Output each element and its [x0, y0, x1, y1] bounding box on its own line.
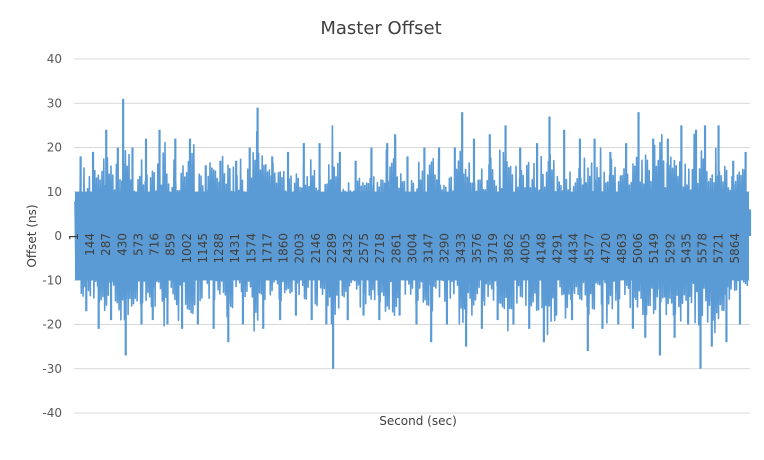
x-tick-label: 1574: [244, 233, 258, 264]
series-area: [74, 98, 752, 369]
x-tick-label: 2861: [389, 233, 403, 264]
y-tick-label: -40: [42, 406, 62, 420]
y-axis-title: Offset (ns): [25, 204, 39, 267]
x-tick-label: 3433: [454, 233, 468, 264]
x-tick-label: 5435: [679, 233, 693, 264]
y-tick-label: -10: [42, 273, 62, 287]
x-tick-label: 4577: [583, 233, 597, 264]
x-tick-label: 2575: [357, 233, 371, 264]
x-tick-label: 1717: [260, 233, 274, 264]
x-tick-label: 430: [115, 233, 129, 256]
x-axis-ticks: 1 144 287 430 573 716 859 1002 1145 1288 1431 1574 1…: [67, 233, 742, 264]
x-tick-label: 716: [148, 233, 162, 256]
x-tick-label: 4434: [567, 233, 581, 264]
x-tick-label: 1145: [196, 233, 210, 264]
x-tick-label: 4291: [551, 233, 565, 264]
chart-title: Master Offset: [320, 18, 441, 39]
x-tick-label: 1002: [180, 233, 194, 264]
x-tick-label: 3719: [486, 233, 500, 264]
x-tick-label: 3147: [422, 233, 436, 264]
x-tick-label: 4005: [518, 233, 532, 264]
x-tick-label: 1860: [277, 233, 291, 264]
y-tick-label: 20: [47, 141, 62, 155]
x-tick-label: 859: [164, 233, 178, 256]
x-tick-label: 3290: [438, 233, 452, 264]
y-tick-label: 40: [47, 52, 62, 66]
x-tick-label: 5578: [696, 233, 710, 264]
x-tick-label: 3576: [470, 233, 484, 264]
x-tick-label: 5721: [712, 233, 726, 264]
x-tick-label: 287: [99, 233, 113, 256]
x-tick-label: 1: [67, 233, 81, 241]
x-tick-label: 2718: [373, 233, 387, 264]
x-tick-label: 5006: [631, 233, 645, 264]
x-tick-label: 5864: [728, 233, 742, 264]
x-tick-label: 4148: [534, 233, 548, 264]
x-tick-label: 4720: [599, 233, 613, 264]
x-tick-label: 3004: [405, 233, 419, 264]
x-tick-label: 4863: [615, 233, 629, 264]
x-tick-label: 2146: [309, 233, 323, 264]
x-tick-label: 2289: [325, 233, 339, 264]
x-tick-label: 3862: [502, 233, 516, 264]
x-tick-label: 1431: [228, 233, 242, 264]
y-tick-label: -30: [42, 362, 62, 376]
x-tick-label: 573: [131, 233, 145, 256]
x-tick-label: 1288: [212, 233, 226, 264]
y-axis-ticks: -40 -30 -20 -10 0 10 20 30 40: [42, 52, 62, 420]
y-tick-label: 30: [47, 96, 62, 110]
y-tick-label: 0: [54, 229, 62, 243]
y-tick-label: 10: [47, 185, 62, 199]
x-tick-label: 2432: [341, 233, 355, 264]
x-tick-label: 144: [83, 233, 97, 256]
series-line: [74, 125, 749, 336]
x-axis-title: Second (sec): [379, 414, 457, 428]
x-tick-label: 5292: [663, 233, 677, 264]
x-tick-label: 2003: [293, 233, 307, 264]
x-tick-label: 5149: [647, 233, 661, 264]
y-tick-label: -20: [42, 318, 62, 332]
